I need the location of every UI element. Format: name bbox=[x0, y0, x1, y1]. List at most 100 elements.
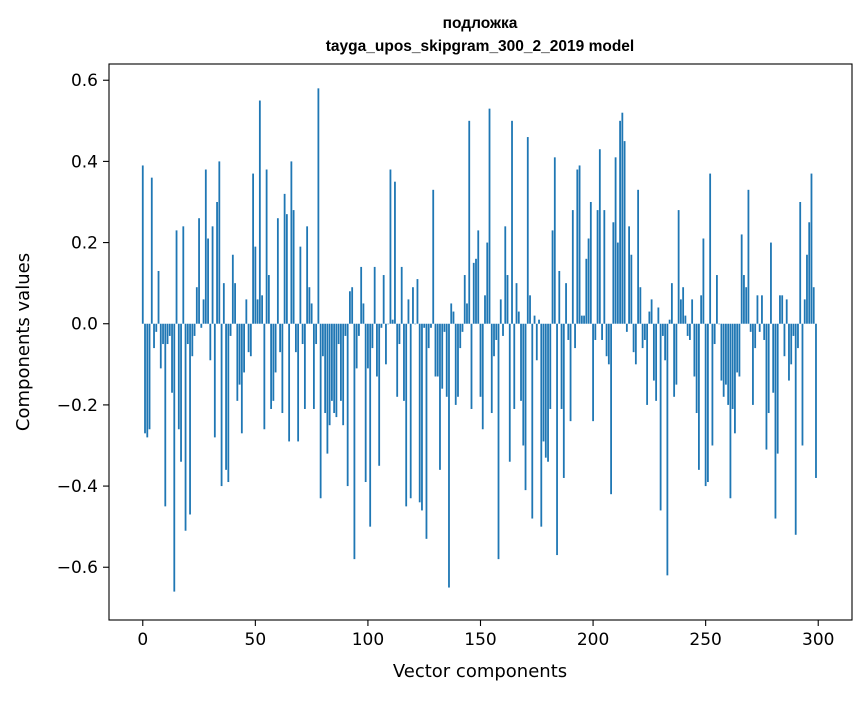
bar bbox=[722, 323, 725, 397]
bar bbox=[421, 323, 423, 511]
bar bbox=[459, 323, 462, 349]
bar bbox=[632, 323, 635, 353]
bar bbox=[216, 201, 218, 324]
bar bbox=[565, 283, 567, 324]
bar bbox=[222, 283, 225, 324]
bar bbox=[355, 323, 358, 369]
bar bbox=[812, 287, 815, 324]
bar bbox=[758, 323, 761, 332]
bar bbox=[310, 303, 313, 324]
bar bbox=[198, 218, 200, 324]
bar bbox=[315, 323, 318, 345]
bar bbox=[556, 323, 558, 556]
bar bbox=[477, 230, 480, 324]
bar bbox=[659, 323, 662, 511]
bar bbox=[688, 323, 691, 340]
bar bbox=[720, 323, 723, 381]
bar bbox=[340, 323, 342, 401]
bar bbox=[342, 323, 345, 426]
bar bbox=[398, 323, 401, 345]
y-tick-label: 0.0 bbox=[71, 315, 98, 335]
bar bbox=[209, 323, 212, 361]
bar bbox=[801, 323, 804, 446]
bar bbox=[466, 303, 468, 324]
bar bbox=[177, 323, 180, 430]
bar bbox=[499, 299, 502, 324]
bar bbox=[468, 120, 471, 324]
bar bbox=[328, 323, 331, 426]
bar bbox=[743, 275, 745, 324]
bar bbox=[576, 169, 579, 324]
bar bbox=[479, 323, 482, 397]
bar bbox=[245, 299, 248, 324]
bar bbox=[763, 323, 766, 340]
bar bbox=[155, 323, 158, 332]
bar bbox=[191, 323, 194, 357]
bar bbox=[238, 323, 241, 385]
bar bbox=[607, 323, 610, 365]
bar bbox=[540, 323, 543, 527]
bar bbox=[790, 323, 793, 365]
bar bbox=[506, 275, 509, 324]
bar bbox=[752, 323, 754, 405]
bar bbox=[475, 258, 477, 324]
bar bbox=[306, 226, 309, 324]
bar bbox=[668, 319, 671, 324]
bar bbox=[294, 323, 297, 353]
bar bbox=[353, 323, 356, 560]
bar bbox=[612, 222, 615, 324]
bar bbox=[164, 323, 167, 507]
bar bbox=[283, 193, 286, 324]
bar bbox=[598, 149, 601, 324]
bar bbox=[698, 323, 700, 470]
bar bbox=[159, 323, 162, 369]
bar bbox=[162, 323, 164, 345]
bar bbox=[378, 323, 381, 466]
bar bbox=[646, 323, 649, 405]
bar bbox=[443, 323, 446, 332]
bar bbox=[594, 323, 597, 340]
bar bbox=[416, 279, 419, 324]
bar bbox=[445, 323, 448, 397]
bar bbox=[664, 323, 667, 361]
bar bbox=[711, 323, 714, 446]
bar bbox=[186, 323, 189, 345]
bar bbox=[605, 323, 608, 357]
bar bbox=[810, 173, 813, 324]
x-axis: 0 50 100 150 200 250 300 bbox=[137, 620, 834, 650]
bar bbox=[625, 323, 628, 332]
bar bbox=[781, 295, 784, 324]
bar bbox=[267, 275, 270, 324]
bar bbox=[414, 323, 417, 325]
bar bbox=[288, 323, 291, 442]
y-tick-label: 0.6 bbox=[71, 71, 98, 91]
bar bbox=[430, 323, 432, 328]
bar bbox=[770, 242, 772, 324]
bar bbox=[423, 323, 426, 328]
y-tick-label: −0.2 bbox=[57, 396, 98, 416]
bar bbox=[290, 161, 293, 324]
bar bbox=[761, 295, 763, 324]
bar bbox=[344, 323, 347, 336]
bar bbox=[297, 323, 300, 442]
bar bbox=[549, 323, 552, 409]
bar bbox=[529, 295, 531, 324]
bar bbox=[637, 189, 640, 324]
bar bbox=[675, 323, 678, 385]
bar bbox=[486, 242, 489, 324]
bar bbox=[227, 323, 230, 483]
bar bbox=[666, 323, 669, 576]
bar bbox=[551, 230, 554, 324]
bar bbox=[661, 323, 664, 336]
bar bbox=[641, 323, 644, 349]
bar bbox=[427, 323, 430, 349]
bar bbox=[274, 323, 277, 373]
bar bbox=[409, 323, 412, 499]
bar bbox=[200, 323, 203, 328]
bar bbox=[702, 238, 705, 324]
bar bbox=[385, 323, 387, 365]
bar bbox=[799, 201, 802, 324]
x-tick-label: 0 bbox=[137, 630, 148, 650]
bar bbox=[754, 323, 757, 349]
bar bbox=[263, 323, 266, 430]
